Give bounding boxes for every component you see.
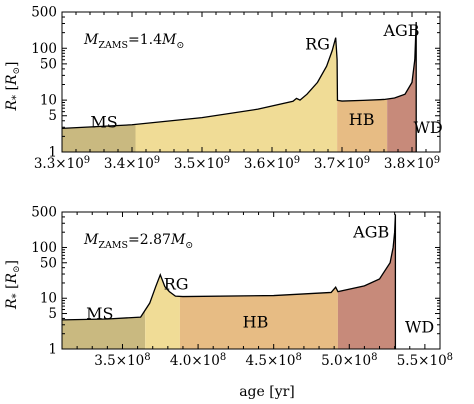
y-tick-label: 10	[40, 291, 57, 307]
x-tick-label: 5.5×108	[397, 352, 453, 369]
stage-label-ms: MS	[90, 112, 117, 131]
y-tick-label: 1	[48, 145, 57, 161]
stage-label-ms: MS	[86, 304, 113, 323]
y-axis-label: R* [R⊙]	[4, 61, 22, 111]
stage-label-rg: RG	[164, 275, 189, 294]
y-tick-label: 5	[48, 108, 57, 124]
x-tick-label: 3.5×108	[94, 352, 150, 369]
mass-annotation: MZAMS=1.4M⊙	[83, 32, 184, 51]
y-tick-label: 100	[31, 41, 57, 57]
radius-curve	[61, 214, 397, 349]
x-tick-label: 3.8×109	[384, 155, 440, 172]
stage-label-agb: AGB	[352, 223, 389, 242]
stage-region-rg	[135, 37, 338, 152]
radius-curve	[61, 22, 417, 152]
stage-region-ms	[62, 124, 136, 152]
y-tick-label: 100	[31, 240, 57, 256]
x-tick-label: 3.5×109	[174, 155, 230, 172]
stage-label-rg: RG	[305, 35, 330, 54]
stage-label-wd: WD	[413, 118, 442, 137]
y-tick-label: 500	[31, 205, 57, 221]
y-tick-label: 500	[31, 5, 57, 21]
y-tick-label: 5	[48, 306, 57, 322]
x-tick-label: 3.7×109	[314, 155, 370, 172]
stage-region-agb	[387, 22, 417, 152]
stage-region-hb	[179, 287, 338, 349]
plot-frame	[61, 211, 441, 350]
stage-label-agb: AGB	[382, 21, 419, 40]
mass-annotation: MZAMS=2.87M⊙	[83, 232, 193, 251]
x-tick-label: 5.0×108	[321, 352, 377, 369]
stage-label-wd: WD	[405, 318, 434, 337]
y-tick-label: 1	[48, 342, 57, 358]
x-tick-label: 4.5×108	[246, 352, 302, 369]
y-axis-label: R* [R⊙]	[4, 260, 22, 310]
x-axis-title: age [yr]	[239, 384, 295, 400]
y-tick-label: 10	[40, 93, 57, 109]
stage-region-agb	[337, 214, 396, 349]
plot-frame	[61, 11, 441, 153]
y-tick-label: 50	[40, 56, 57, 72]
stage-label-hb: HB	[243, 313, 269, 332]
x-tick-label: 4.0×108	[170, 352, 226, 369]
stage-region-hb	[337, 59, 388, 153]
x-tick-label: 3.6×109	[244, 155, 300, 172]
y-tick-label: 50	[40, 255, 57, 271]
x-tick-label: 3.3×109	[34, 155, 90, 172]
stage-label-hb: HB	[349, 110, 375, 129]
x-tick-label: 3.4×109	[104, 155, 160, 172]
